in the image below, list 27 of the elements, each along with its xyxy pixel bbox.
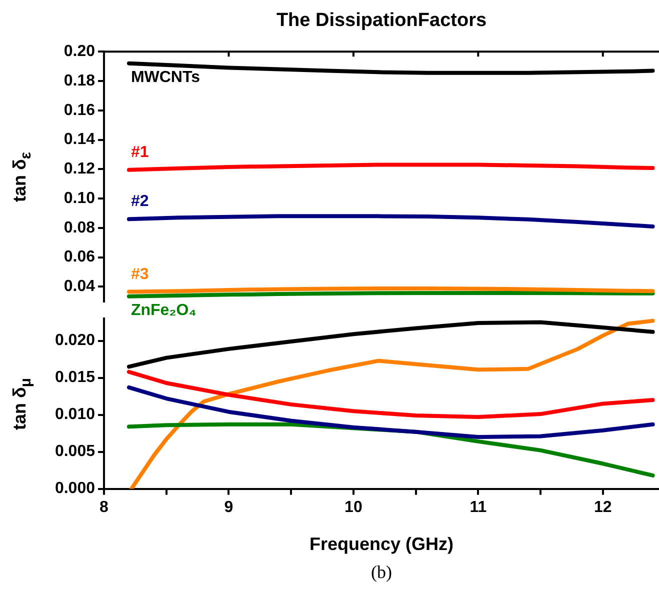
- y-tick-label: 0.005: [54, 443, 96, 460]
- series-label: MWCNTs: [130, 69, 200, 88]
- y-tick-label: 0.04: [64, 278, 96, 296]
- y-tick-label: 0.20: [64, 43, 96, 60]
- y-tick-label: 0.16: [64, 102, 96, 119]
- y-tick-label: 0.015: [54, 369, 96, 386]
- x-tick-label: 11: [470, 498, 487, 516]
- x-tick-label: 12: [594, 498, 612, 516]
- x-tick-label: 9: [224, 498, 234, 516]
- x-tick-label: 10: [344, 498, 362, 516]
- series-label: #1: [130, 144, 149, 162]
- y-tick-label: 0.000: [54, 480, 96, 498]
- y-tick-label: 0.14: [64, 131, 96, 148]
- y-tick-label: 0.18: [64, 72, 96, 90]
- y-tick-label: 0.020: [54, 332, 96, 350]
- y-tick-label: 0.06: [64, 248, 96, 266]
- y-tick-label: 0.10: [64, 190, 96, 207]
- text: (b): [370, 562, 393, 583]
- y-tick-label: 0.12: [64, 160, 96, 178]
- x-axis-title: Frequency (GHz): [308, 534, 455, 555]
- series-label: #3: [130, 266, 149, 284]
- x-tick-label: 8: [100, 498, 109, 516]
- chart-title: The DissipationFactors: [275, 10, 488, 32]
- y-tick-label: 0.010: [54, 406, 96, 424]
- series-label: ZnFe₂O₄: [130, 302, 196, 320]
- series-label: #2: [130, 193, 149, 212]
- y-tick-label: 0.08: [64, 219, 96, 236]
